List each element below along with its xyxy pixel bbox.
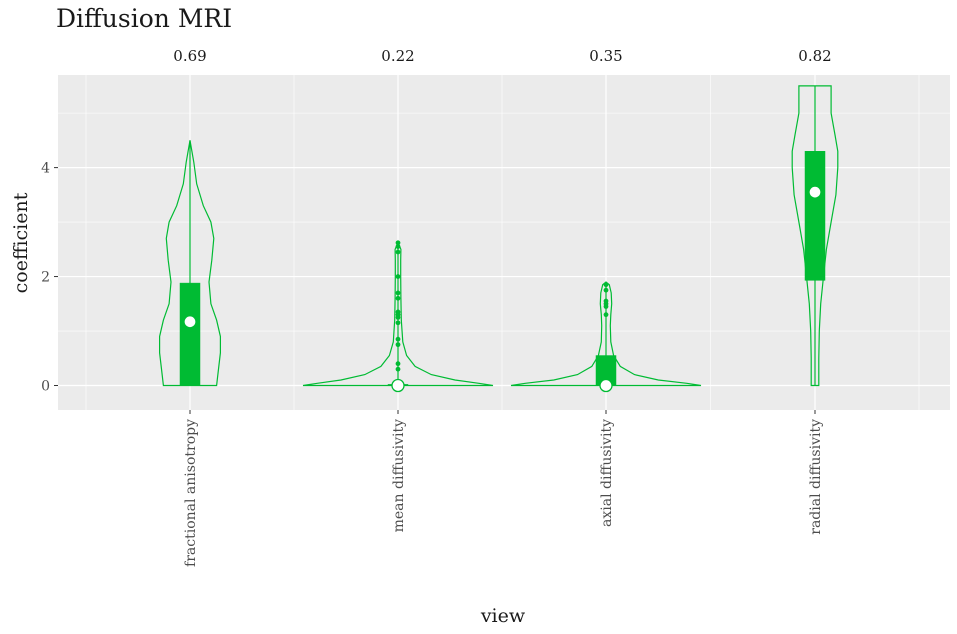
annotations: 0.69 0.22 0.35 0.82 [173,47,831,65]
group-annotation: 0.35 [589,47,622,65]
outlier-point [395,342,401,348]
group-annotation: 0.22 [381,47,414,65]
outlier-point [603,312,609,318]
y-axis-title: coefficient [10,192,32,293]
outlier-point [395,240,401,246]
plot-panel [58,75,950,410]
outlier-point [395,361,401,367]
iqr-box [804,151,826,281]
outlier-point [395,290,401,296]
chart-title: Diffusion MRI [56,4,232,33]
median-point [391,378,405,393]
outlier-point [395,336,401,342]
median-point [599,378,613,393]
axes: 0 2 4 fractional anisotropy mean diffusivity… [41,161,824,567]
violin-outline [159,140,221,387]
outlier-point [395,244,401,249]
x-tick-label: axial diffusivity [599,419,615,527]
median-point [808,185,822,199]
outlier-point [395,309,401,315]
outlier-point [603,287,609,293]
outlier-point [395,274,401,279]
median-point [183,315,197,329]
group-annotation: 0.69 [173,47,206,65]
iqr-box [179,282,201,386]
outlier-point [395,320,401,326]
outlier-point [395,366,401,372]
outlier-point [395,295,401,301]
y-tick-label: 4 [41,161,50,177]
x-tick-label: fractional anisotropy [183,419,199,567]
outlier-point [395,249,401,255]
outlier-point [603,282,609,288]
x-axis-title: view [480,605,526,627]
group-annotation: 0.82 [798,47,831,65]
y-tick-label: 0 [41,378,50,394]
x-tick-label: radial diffusivity [808,419,824,535]
outlier-point [603,298,609,304]
y-tick-label: 2 [41,270,50,286]
x-tick-label: mean diffusivity [391,419,407,532]
violins [159,85,839,393]
